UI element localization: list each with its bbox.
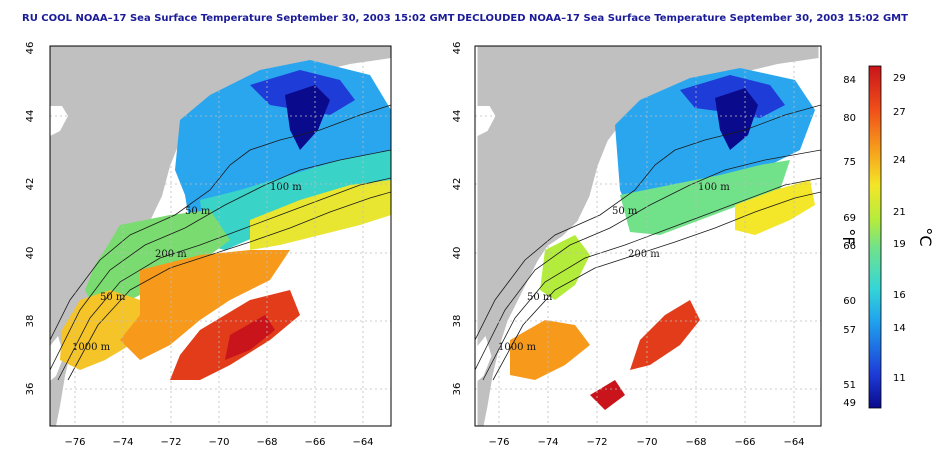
x-tick-label: −66 <box>734 437 755 448</box>
x-tick-label: −66 <box>304 437 325 448</box>
x-tick-label: −70 <box>208 437 229 448</box>
fahrenheit-tick: 49 <box>843 398 856 409</box>
celsius-tick: 19 <box>893 239 906 250</box>
y-tick-label: 42 <box>25 178 36 191</box>
x-tick-label: −70 <box>636 437 657 448</box>
contour-label-50m-right: 50 m <box>612 206 638 217</box>
celsius-unit-label: °C <box>916 227 935 246</box>
left-y-axis: 46 44 42 40 38 36 <box>25 42 36 396</box>
right-map-frame <box>474 45 822 427</box>
y-tick-label: 40 <box>452 247 463 260</box>
sst-green-shelf-right <box>620 160 790 235</box>
contour-50m-right <box>475 104 821 341</box>
fahrenheit-unit-label: °F <box>839 228 858 245</box>
right-x-axis: −76 −74 −72 −70 −68 −66 −64 <box>488 437 804 448</box>
y-tick-label: 42 <box>452 178 463 191</box>
x-tick-label: −64 <box>352 437 373 448</box>
celsius-tick: 29 <box>893 73 906 84</box>
right-map-title: DECLOUDED NOAA–17 Sea Surface Temperatur… <box>457 13 908 24</box>
colorbar: 84 80 75 69 66 60 57 51 49 29 27 24 21 1… <box>839 65 935 409</box>
contour-label-1000m-left: 1000 m <box>72 342 111 353</box>
contour-label-100m-left: 100 m <box>270 182 302 193</box>
celsius-tick: 14 <box>893 323 906 334</box>
fahrenheit-tick: 51 <box>843 380 856 391</box>
left-map-title: RU COOL NOAA–17 Sea Surface Temperature … <box>22 13 455 24</box>
x-tick-label: −72 <box>586 437 607 448</box>
contour-200m <box>57 177 391 381</box>
contour-100m-right <box>475 149 821 371</box>
sst-teal-band <box>200 150 391 250</box>
sst-green-coastal-right <box>540 235 590 300</box>
celsius-tick: 11 <box>893 373 906 384</box>
x-tick-label: −76 <box>488 437 509 448</box>
x-tick-label: −68 <box>685 437 706 448</box>
contour-label-200m-left: 200 m <box>155 249 187 260</box>
celsius-tick: 16 <box>893 290 906 301</box>
sst-red-stream-right <box>630 300 700 370</box>
sst-red-south-right <box>590 380 625 410</box>
y-tick-label: 36 <box>25 383 36 396</box>
grid-left <box>50 46 391 426</box>
x-tick-label: −72 <box>160 437 181 448</box>
fahrenheit-tick: 75 <box>843 157 856 168</box>
contour-label-50m-south-right: 50 m <box>527 292 553 303</box>
y-tick-label: 38 <box>452 315 463 328</box>
sst-yellow-south <box>60 290 150 370</box>
x-tick-label: −76 <box>64 437 85 448</box>
contour-label-100m-right: 100 m <box>698 182 730 193</box>
left-map-frame <box>49 45 392 427</box>
right-map-panel: 100 m 50 m 200 m 50 m 1000 m <box>474 45 822 427</box>
left-x-axis: −76 −74 −72 −70 −68 −66 −64 <box>64 437 373 448</box>
contour-50m <box>50 104 391 341</box>
celsius-tick: 27 <box>893 107 906 118</box>
contour-1000m <box>67 191 391 381</box>
fahrenheit-tick: 60 <box>843 296 856 307</box>
contour-label-50m-south-left: 50 m <box>100 292 126 303</box>
contour-label-1000m-right: 1000 m <box>498 342 537 353</box>
contour-label-50m-left: 50 m <box>185 206 211 217</box>
x-tick-label: −68 <box>256 437 277 448</box>
sst-deep-blue-core <box>285 85 330 150</box>
sst-red-core <box>225 315 275 360</box>
y-tick-label: 44 <box>452 110 463 123</box>
x-tick-label: −64 <box>783 437 804 448</box>
celsius-tick: 24 <box>893 155 906 166</box>
sst-green-shelf <box>85 210 230 310</box>
y-tick-label: 46 <box>452 42 463 55</box>
x-tick-label: −74 <box>537 437 558 448</box>
y-tick-label: 40 <box>25 247 36 260</box>
contour-200m-right <box>482 177 821 381</box>
sst-orange-band <box>120 250 290 360</box>
sst-yellow-warm <box>250 180 391 250</box>
fahrenheit-tick: 84 <box>843 75 856 86</box>
x-tick-label: −74 <box>112 437 133 448</box>
sst-yellow-warm-right <box>735 180 815 235</box>
contour-1000m-right <box>492 191 821 381</box>
y-tick-label: 38 <box>25 315 36 328</box>
fahrenheit-tick: 80 <box>843 113 856 124</box>
y-tick-label: 36 <box>452 383 463 396</box>
fahrenheit-tick: 57 <box>843 325 856 336</box>
contour-label-200m-right: 200 m <box>628 249 660 260</box>
y-tick-label: 44 <box>25 110 36 123</box>
sst-orange-south-right <box>510 320 590 380</box>
celsius-tick: 21 <box>893 207 906 218</box>
colorbar-gradient <box>868 65 882 409</box>
grid-right <box>475 46 821 426</box>
fahrenheit-tick: 66 <box>843 241 856 252</box>
contour-100m <box>50 149 391 371</box>
y-tick-label: 46 <box>25 42 36 55</box>
right-y-axis: 46 44 42 40 38 36 <box>452 42 463 396</box>
left-map-panel: 100 m 50 m 200 m 50 m 1000 m <box>49 45 392 427</box>
fahrenheit-tick: 69 <box>843 213 856 224</box>
